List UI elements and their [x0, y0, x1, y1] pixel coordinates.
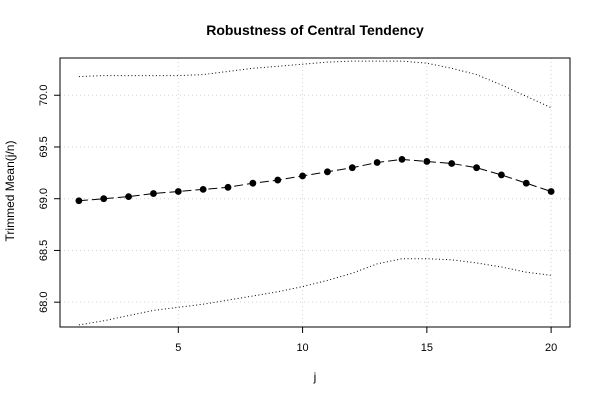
data-point — [398, 155, 406, 163]
data-point — [299, 172, 306, 180]
axes: 5 10 15 20 68.0 68.5 69.0 69.5 70.0 — [38, 85, 557, 354]
data-point — [373, 159, 381, 166]
y-tick-label: 68.5 — [38, 240, 50, 261]
plot-series — [75, 60, 555, 326]
y-tick-label: 68.0 — [38, 291, 50, 312]
series-line-mean — [78, 158, 552, 202]
x-tick-label: 15 — [421, 342, 433, 354]
y-tick-label: 69.0 — [38, 188, 50, 209]
series-line-upper — [78, 60, 552, 109]
y-axis-label: Trimmed Mean(j/n) — [3, 141, 17, 242]
grid — [60, 58, 570, 327]
x-tick-label: 10 — [296, 342, 308, 354]
x-tick-label: 5 — [175, 342, 181, 354]
data-point — [498, 171, 505, 179]
data-point — [324, 168, 331, 176]
chart-title: Robustness of Central Tendency — [206, 22, 424, 38]
data-point — [522, 179, 530, 187]
data-point — [75, 197, 83, 205]
data-point — [249, 179, 257, 187]
data-point — [100, 195, 108, 203]
data-point — [547, 188, 555, 195]
data-point — [125, 193, 132, 201]
y-tick-label: 70.0 — [38, 85, 50, 106]
data-point — [150, 190, 157, 197]
series-line-lower — [78, 258, 552, 326]
y-tick-label: 69.5 — [38, 136, 50, 157]
x-axis-label: j — [313, 370, 317, 384]
data-point — [423, 158, 431, 165]
data-point — [199, 185, 207, 193]
x-tick-label: 20 — [545, 342, 557, 354]
data-point — [473, 164, 480, 172]
data-point — [448, 160, 456, 167]
data-point — [224, 183, 232, 191]
plot-frame — [59, 57, 571, 328]
data-point — [174, 188, 182, 195]
data-point — [348, 164, 356, 172]
data-point — [274, 176, 282, 184]
